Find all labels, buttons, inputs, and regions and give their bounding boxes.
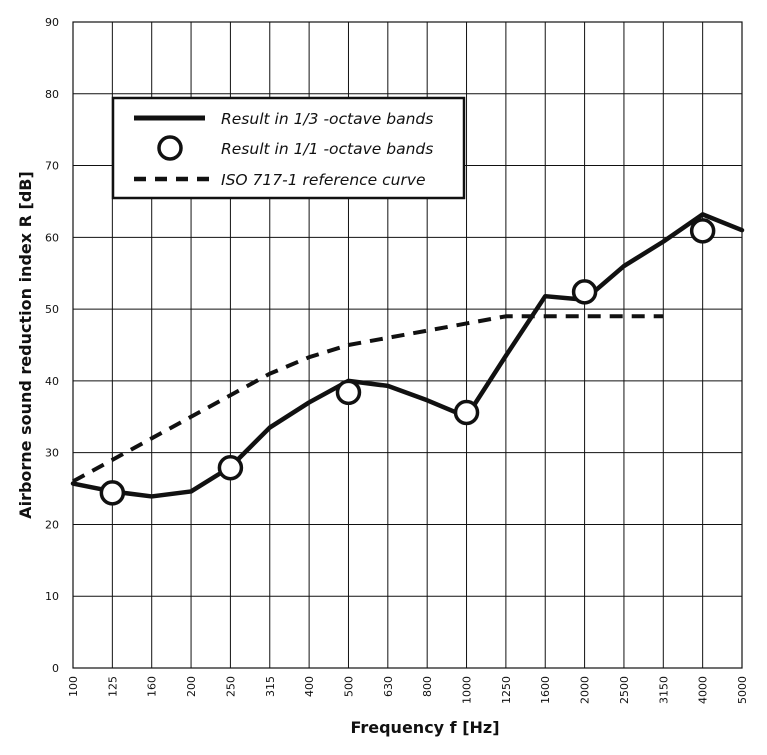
y-axis-label: Airborne sound reduction index R [dB]	[16, 171, 35, 519]
legend-label: Result in 1/1 -octave bands	[221, 140, 433, 158]
x-tick-label: 315	[264, 676, 277, 697]
x-tick-label: 2500	[618, 676, 631, 704]
reference-curve-line	[72, 314, 664, 484]
y-tick-label: 30	[45, 447, 59, 460]
x-tick-label: 1000	[461, 676, 474, 704]
x-tick-label: 200	[185, 676, 198, 697]
octave-point-marker	[335, 379, 362, 406]
octave-point-marker	[453, 399, 480, 426]
x-tick-label: 160	[146, 676, 159, 697]
y-tick-label: 20	[45, 518, 59, 531]
x-tick-label: 630	[382, 676, 395, 697]
third-octave-line	[70, 212, 745, 499]
y-tick-label: 90	[45, 16, 59, 29]
y-tick-label: 50	[45, 303, 59, 316]
octave-point-marker	[99, 480, 126, 506]
y-tick-label: 80	[45, 88, 59, 101]
y-tick-label: 10	[45, 590, 59, 603]
legend-swatch-circle	[157, 135, 183, 161]
x-tick-label: 4000	[697, 676, 710, 704]
x-tick-label: 5000	[736, 676, 749, 704]
legend-label: Result in 1/3 -octave bands	[221, 110, 433, 128]
x-tick-label: 800	[421, 676, 434, 697]
y-tick-label: 0	[52, 662, 59, 675]
legend: Result in 1/3 -octave bands Result in 1/1…	[111, 96, 466, 200]
legend-label: ISO 717-1 reference curve	[221, 171, 426, 189]
x-tick-label: 400	[303, 676, 316, 697]
x-tick-labels: 100 125 160 200 250 315 400 500 630 800 1000 1250 16…	[67, 676, 749, 704]
octave-point-marker	[571, 279, 598, 305]
x-tick-label: 3150	[657, 676, 670, 704]
x-tick-label: 2000	[579, 676, 592, 704]
x-axis-label: Frequency f [Hz]	[350, 718, 499, 737]
y-tick-label: 60	[45, 231, 59, 244]
x-tick-label: 125	[106, 676, 119, 697]
y-tick-label: 70	[45, 160, 59, 173]
y-tick-label: 40	[45, 375, 59, 388]
y-tick-labels: 0 10 20 30 40 50 60 70 80 90	[45, 16, 59, 675]
octave-point-marker	[689, 218, 716, 244]
plot-frame	[72, 21, 743, 669]
series-layer	[70, 212, 745, 506]
x-tick-label: 1600	[539, 676, 552, 704]
x-tick-label: 1250	[500, 676, 513, 704]
x-tick-label: 250	[224, 676, 237, 697]
octave-point-marker	[217, 454, 244, 481]
x-tick-label: 500	[342, 676, 355, 697]
x-tick-label: 100	[67, 676, 80, 697]
